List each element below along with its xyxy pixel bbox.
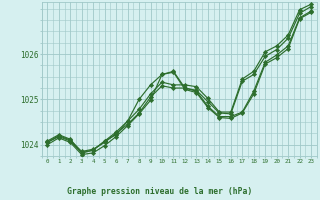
Text: Graphe pression niveau de la mer (hPa): Graphe pression niveau de la mer (hPa) <box>68 187 252 196</box>
